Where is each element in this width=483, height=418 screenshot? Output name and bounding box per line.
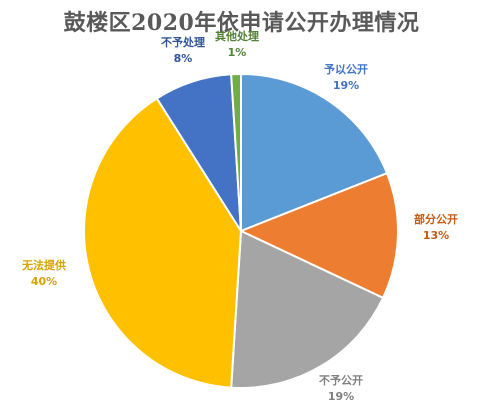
pie-labels: 予以公开 19% 部分公开 13% 不予公开 19% 无法提供 40% 不予处理 8% 其他处理 1%: [21, 29, 458, 403]
slice-category-label: 不予公开: [319, 374, 363, 387]
pie-slice: [238, 171, 399, 300]
slice-category-label: 无法提供: [21, 258, 66, 272]
slice-percent-label: 19%: [328, 390, 354, 403]
pie-slices: [83, 72, 399, 389]
slice-percent-label: 13%: [423, 229, 449, 242]
slice-category-label: 部分公开: [414, 212, 458, 226]
slice-category-label: 不予处理: [161, 35, 205, 49]
slice-percent-label: 8%: [174, 52, 193, 65]
pie-slice: [240, 72, 389, 233]
chart-title: 鼓楼区2020年依申请公开办理情况: [63, 10, 420, 36]
slice-category-label: 予以公开: [324, 63, 368, 76]
slice-category-label: 其他处理: [215, 29, 259, 43]
pie-slice: [230, 229, 385, 389]
slice-percent-label: 1%: [228, 46, 247, 59]
slice-percent-label: 40%: [31, 275, 57, 288]
pie-slice: [230, 72, 242, 232]
slice-percent-label: 19%: [333, 79, 359, 92]
